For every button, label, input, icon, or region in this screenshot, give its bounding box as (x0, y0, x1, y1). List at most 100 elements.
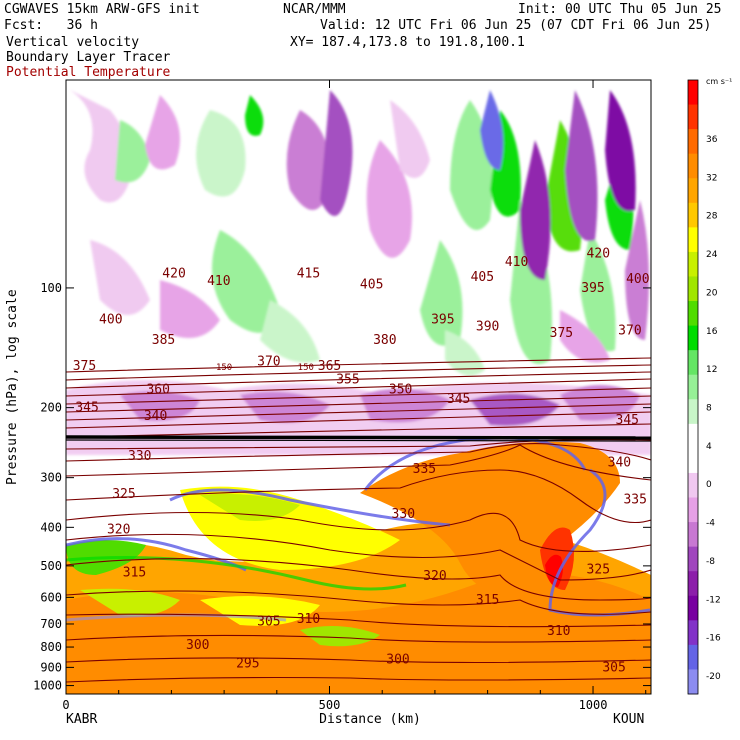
theta-label: 380 (373, 333, 396, 348)
colorbar-swatch (688, 644, 698, 670)
colorbar-swatch (688, 571, 698, 597)
colorbar-tick-label: 20 (706, 288, 718, 298)
colorbar-tick-label: -12 (706, 595, 721, 605)
y-tick-label: 200 (40, 401, 62, 415)
theta-label: 315 (123, 566, 146, 581)
x-tick-label: 1000 (579, 698, 608, 712)
colorbar-swatch (688, 202, 698, 228)
colorbar-swatch (688, 104, 698, 130)
y-tick-label: 900 (40, 660, 62, 674)
theta-label: 365 (318, 359, 341, 374)
colorbar-swatch (688, 153, 698, 179)
theta-label: 385 (152, 333, 175, 348)
colorbar-tick-label: -16 (706, 634, 721, 644)
colorbar-swatch (688, 276, 698, 302)
tracer-contour (66, 435, 651, 440)
y-tick-label: 600 (40, 590, 62, 604)
colorbar-swatch (688, 80, 698, 106)
colorbar-swatch (688, 497, 698, 523)
theta-label: 150 (298, 363, 314, 373)
institution-label: NCAR/MMM (283, 2, 346, 17)
colorbar-tick-label: 16 (706, 327, 718, 337)
colorbar-tick-label: -4 (706, 519, 715, 529)
theta-label: 150 (216, 363, 232, 373)
colorbar-swatch (688, 129, 698, 155)
theta-label: 355 (336, 373, 359, 388)
theta-label: 305 (257, 614, 280, 629)
colorbar-swatch (688, 178, 698, 204)
x-tick-label: 500 (319, 698, 341, 712)
theta-label: 405 (471, 270, 494, 285)
y-tick-label: 800 (40, 640, 62, 654)
valid-time: Valid: 12 UTC Fri 06 Jun 25 (07 CDT Fri … (320, 18, 712, 33)
theta-label: 405 (360, 277, 383, 292)
theta-label: 370 (618, 324, 641, 339)
theta-label: 375 (73, 359, 96, 374)
theta-label: 310 (297, 612, 320, 627)
x-axis-label: Distance (km) (319, 712, 421, 727)
plot-frame (65, 79, 652, 695)
theta-label: 360 (146, 382, 169, 397)
theta-label: 315 (476, 593, 499, 608)
theta-label: 345 (447, 392, 470, 407)
theta-label: 420 (587, 247, 610, 262)
colorbar-tick-label: 4 (706, 442, 712, 452)
theta-label: 325 (112, 487, 135, 502)
theta-label: 420 (162, 267, 185, 282)
field-boundary-layer-tracer: Boundary Layer Tracer (6, 50, 171, 65)
theta-label: 300 (386, 653, 409, 668)
theta-label: 410 (505, 255, 528, 270)
y-tick-label: 1000 (33, 679, 62, 693)
colorbar-tick-label: 28 (706, 212, 718, 222)
y-axis-label-box: Pressure (hPa), log scale (5, 289, 20, 485)
start-station-label: KABR (66, 712, 98, 727)
colorbar-swatch (688, 448, 698, 474)
y-tick-label: 300 (40, 471, 62, 485)
colorbar-tick-label: -20 (706, 672, 721, 682)
theta-label: 410 (207, 274, 230, 289)
y-tick-label: 500 (40, 559, 62, 573)
colorbar-swatch (688, 546, 698, 572)
colorbar-swatch (688, 227, 698, 253)
colorbar-tick-label: 0 (706, 480, 712, 490)
theta-label: 305 (602, 660, 625, 675)
theta-label: 295 (236, 656, 259, 671)
y-tick-label: 400 (40, 520, 62, 534)
colorbar-swatch (688, 522, 698, 548)
colorbar-swatch (688, 374, 698, 400)
colorbar-swatch (688, 399, 698, 425)
theta-label: 415 (297, 267, 320, 282)
colorbar-swatch (688, 620, 698, 646)
theta-label: 390 (476, 319, 499, 334)
theta-label: 400 (99, 312, 122, 327)
theta-label: 370 (257, 354, 280, 369)
forecast-hour: Fcst: 36 h (4, 18, 98, 33)
theta-label: 395 (431, 312, 454, 327)
theta-label-group: 420 410 415 405 405 410 420 400 395 400 385 395 390 3… (73, 247, 650, 676)
colorbar: cm s⁻¹ 36 32 28 24 20 16 12 8 4 0 -4 -8 -12 -16 -20 (687, 77, 732, 695)
theta-label: 320 (107, 522, 130, 537)
colorbar-swatch (688, 301, 698, 327)
colorbar-tick-label: 32 (706, 173, 717, 183)
theta-label: 340 (144, 409, 167, 424)
theta-label: 310 (547, 624, 570, 639)
colorbar-swatch (688, 423, 698, 449)
theta-label: 325 (587, 562, 610, 577)
theta-label: 340 (608, 456, 631, 471)
colorbar-tick-label: 24 (706, 250, 718, 260)
colorbar-tick-label: 12 (706, 365, 717, 375)
theta-label: 400 (626, 272, 649, 287)
colorbar-frame (687, 79, 699, 695)
theta-label: 350 (389, 382, 412, 397)
theta-label: 335 (623, 492, 646, 507)
cross-section-endpoints: XY= 187.4,173.8 to 191.8,100.1 (290, 35, 525, 50)
theta-label: 375 (550, 326, 573, 341)
theta-label: 330 (392, 507, 415, 522)
theta-label: 330 (128, 449, 151, 464)
y-tick-label: 100 (40, 281, 62, 295)
colorbar-swatch (688, 325, 698, 351)
init-time: Init: 00 UTC Thu 05 Jun 25 (518, 2, 722, 17)
theta-label: 300 (186, 638, 209, 653)
end-station-label: KOUN (613, 712, 645, 727)
